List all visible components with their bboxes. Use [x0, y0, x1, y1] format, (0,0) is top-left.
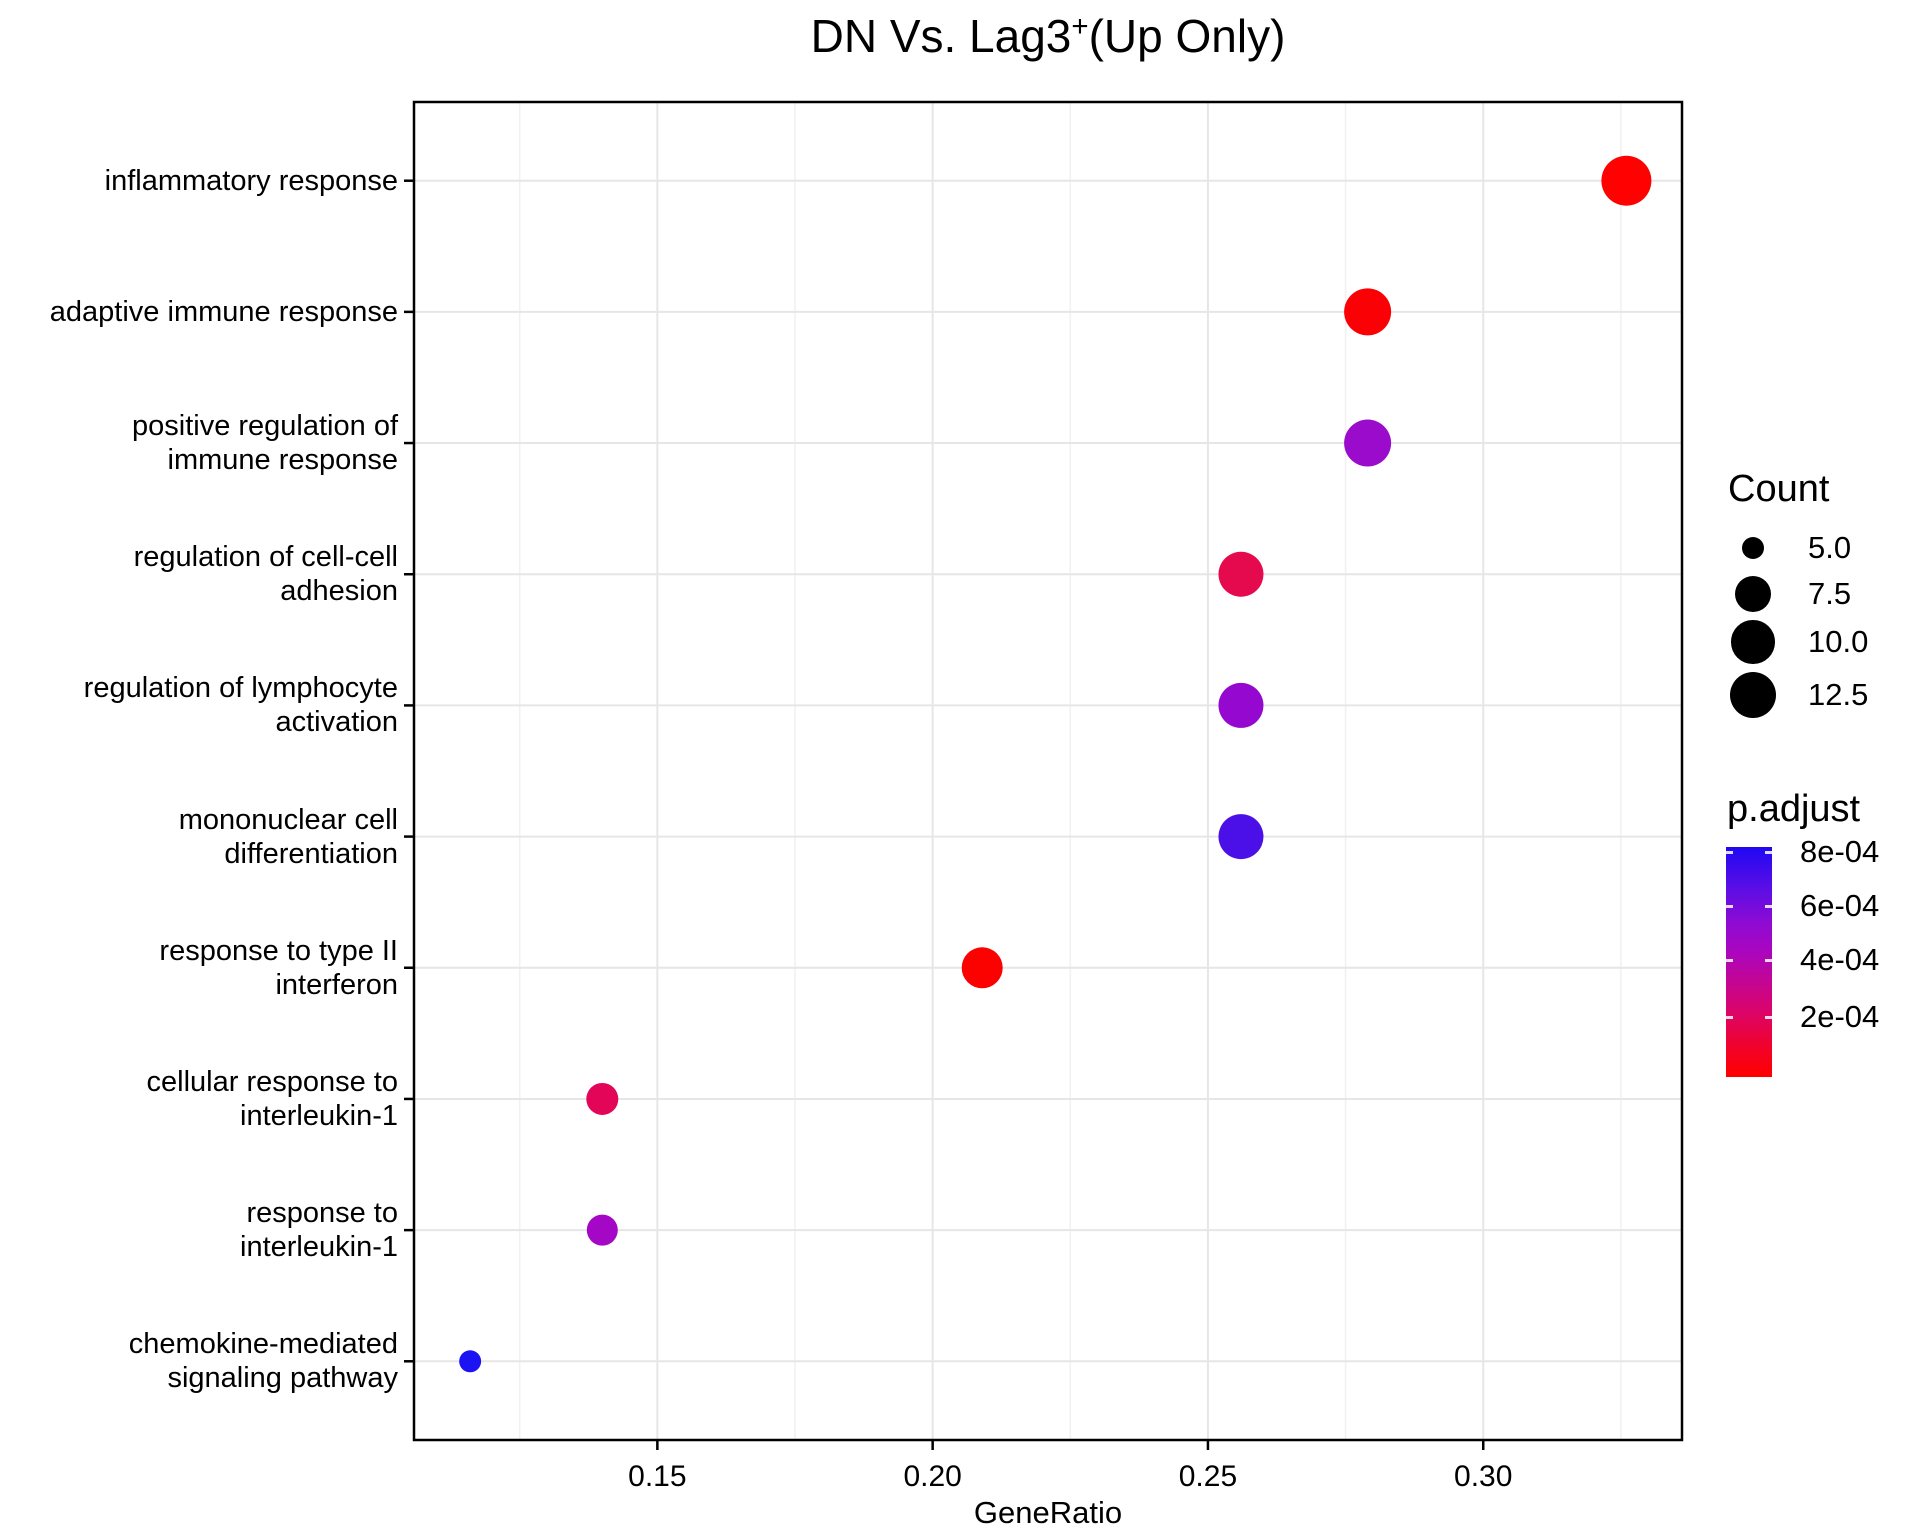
data-point [1218, 682, 1264, 728]
count-legend-dot [1731, 620, 1775, 664]
padjust-colorbar-tick [1765, 1015, 1772, 1019]
y-axis-label-line: interleukin-1 [240, 1231, 398, 1264]
y-axis-label: cellular response to interleukin-1 [147, 1065, 398, 1133]
padjust-legend-value: 2e-04 [1800, 999, 1880, 1034]
data-point [586, 1082, 619, 1115]
padjust-legend-value: 6e-04 [1800, 888, 1880, 923]
y-axis-label: positive regulation of immune response [132, 409, 398, 477]
padjust-legend-title: p.adjust [1727, 788, 1861, 830]
count-legend-dot [1734, 575, 1772, 613]
y-axis-label-line: positive regulation of [132, 410, 398, 443]
y-axis-label-line: activation [275, 706, 398, 739]
y-axis-label-line: adhesion [280, 575, 398, 608]
y-axis-label-line: inflammatory response [104, 164, 398, 197]
y-axis-label-line: regulation of lymphocyte [83, 672, 398, 705]
count-legend-value: 5.0 [1808, 530, 1852, 565]
padjust-colorbar [1726, 847, 1772, 1077]
x-axis-tick-label: 0.20 [903, 1460, 962, 1493]
y-axis-label: inflammatory response [105, 164, 398, 198]
y-axis-label-line: signaling pathway [167, 1362, 398, 1395]
y-axis-label-line: interleukin-1 [240, 1099, 398, 1132]
padjust-colorbar-tick [1726, 958, 1733, 962]
x-axis-tick-label: 0.25 [1178, 1460, 1238, 1493]
padjust-colorbar-tick [1765, 904, 1772, 908]
count-legend-value: 12.5 [1808, 677, 1869, 712]
y-axis-label: adaptive immune response [50, 295, 398, 329]
count-legend-dot [1742, 537, 1764, 559]
y-axis-label-line: immune response [167, 444, 399, 477]
padjust-colorbar-tick [1726, 904, 1733, 908]
y-axis-label-line: cellular response to [146, 1065, 398, 1098]
data-point [1218, 814, 1264, 860]
padjust-legend-value: 4e-04 [1800, 942, 1880, 977]
y-axis-label: regulation of lymphocyte activation [84, 671, 398, 739]
y-axis-label-line: mononuclear cell [178, 803, 398, 836]
data-point [1601, 155, 1652, 206]
x-axis-tick-label: 0.15 [628, 1460, 687, 1493]
y-axis-label-line: regulation of cell-cell [133, 541, 398, 574]
x-axis-title: GeneRatio [973, 1495, 1123, 1530]
x-axis-tick-label: 0.30 [1454, 1460, 1513, 1493]
padjust-colorbar-tick [1726, 1015, 1733, 1019]
y-axis-label-line: differentiation [224, 837, 398, 870]
y-axis-label: response to type II interferon [159, 934, 398, 1002]
y-axis-label-line: interferon [275, 968, 398, 1001]
count-legend-value: 7.5 [1808, 576, 1852, 611]
data-point [961, 947, 1003, 989]
chart-title-prefix: DN Vs. Lag3 [810, 10, 1072, 62]
y-axis-label-line: chemokine-mediated [128, 1328, 398, 1361]
padjust-colorbar-tick [1765, 958, 1772, 962]
data-point [1218, 551, 1264, 597]
count-legend-dot [1729, 671, 1777, 719]
panel-background [414, 102, 1682, 1440]
chart-title: DN Vs. Lag3+(Up Only) [414, 10, 1682, 63]
y-axis-label: mononuclear cell differentiation [179, 803, 398, 871]
padjust-colorbar-tick [1726, 850, 1733, 854]
count-legend-value: 10.0 [1808, 624, 1869, 659]
count-legend-title: Count [1728, 468, 1830, 510]
data-point [459, 1350, 482, 1373]
y-axis-label-line: response to type II [159, 934, 398, 967]
y-axis-label-line: adaptive immune response [49, 295, 398, 328]
data-point [1344, 419, 1392, 467]
y-axis-label: response to interleukin-1 [240, 1196, 398, 1264]
panel-border [412, 100, 1684, 1442]
data-point [1344, 288, 1392, 336]
y-axis-label-line: response to [246, 1197, 398, 1230]
data-point [586, 1214, 618, 1246]
padjust-colorbar-tick [1765, 850, 1772, 854]
padjust-legend-value: 8e-04 [1800, 834, 1880, 869]
chart-title-suffix: (Up Only) [1088, 10, 1286, 62]
y-axis-label: chemokine-mediated signaling pathway [129, 1327, 398, 1395]
chart-title-superscript: + [1071, 9, 1089, 43]
y-axis-label: regulation of cell-cell adhesion [134, 540, 398, 608]
